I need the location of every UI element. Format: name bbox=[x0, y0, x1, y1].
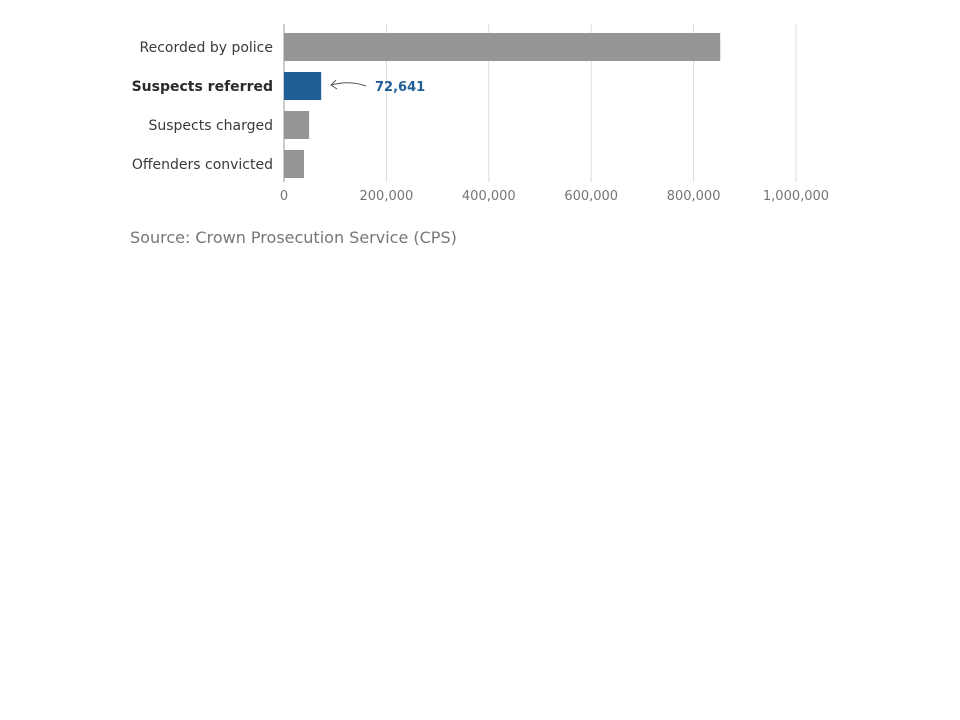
category-label: Recorded by police bbox=[140, 40, 274, 56]
annotation-arrow bbox=[330, 82, 367, 87]
data-label: 72,641 bbox=[375, 80, 425, 95]
category-label: Suspects referred bbox=[132, 79, 273, 95]
bar bbox=[284, 150, 304, 178]
bar-chart: Recorded by police Suspects referred Suspe… bbox=[132, 24, 829, 204]
x-tick-label: 600,000 bbox=[564, 189, 618, 204]
category-label: Offenders convicted bbox=[132, 157, 273, 173]
category-labels: Recorded by police Suspects referred Suspe… bbox=[132, 40, 273, 173]
annotation-arrowhead bbox=[330, 79, 338, 90]
bar bbox=[284, 33, 721, 61]
bars bbox=[284, 33, 721, 178]
x-tick-label: 0 bbox=[280, 189, 288, 204]
source-note: Source: Crown Prosecution Service (CPS) bbox=[130, 228, 457, 247]
x-tick-label: 400,000 bbox=[462, 189, 516, 204]
x-axis-ticks: 0 200,000 400,000 600,000 800,000 1,000,000 bbox=[280, 189, 829, 204]
highlight-annotation: 72,641 bbox=[330, 79, 425, 95]
bar bbox=[284, 111, 310, 139]
x-tick-label: 800,000 bbox=[667, 189, 721, 204]
x-tick-label: 200,000 bbox=[360, 189, 414, 204]
x-tick-label: 1,000,000 bbox=[763, 189, 829, 204]
category-label: Suspects charged bbox=[148, 118, 273, 134]
bar bbox=[284, 72, 322, 100]
